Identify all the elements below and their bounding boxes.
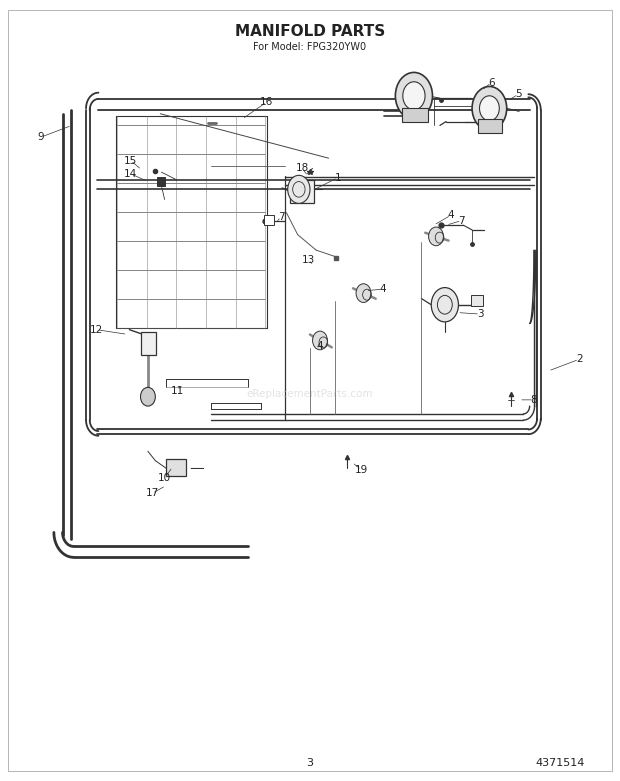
FancyBboxPatch shape <box>167 459 186 476</box>
Text: 4371514: 4371514 <box>536 758 585 769</box>
Text: 4: 4 <box>316 341 322 351</box>
FancyBboxPatch shape <box>157 177 165 186</box>
Text: 15: 15 <box>124 155 137 166</box>
Text: 3: 3 <box>477 309 484 319</box>
Text: 6: 6 <box>488 77 495 87</box>
Text: 10: 10 <box>158 473 171 483</box>
Text: 16: 16 <box>260 97 273 107</box>
Text: 18: 18 <box>295 163 309 173</box>
Text: 4: 4 <box>448 210 454 220</box>
Text: 7: 7 <box>458 216 465 226</box>
Text: 17: 17 <box>146 488 159 498</box>
Text: For Model: FPG320YW0: For Model: FPG320YW0 <box>254 42 366 52</box>
FancyBboxPatch shape <box>290 180 314 203</box>
FancyBboxPatch shape <box>402 108 428 122</box>
Text: 1: 1 <box>335 173 341 183</box>
FancyBboxPatch shape <box>264 215 273 225</box>
Circle shape <box>288 175 310 203</box>
Text: 3: 3 <box>306 758 314 769</box>
Circle shape <box>312 331 327 350</box>
Text: 2: 2 <box>576 355 582 364</box>
FancyBboxPatch shape <box>478 119 502 134</box>
Text: 7: 7 <box>278 212 284 222</box>
Text: 19: 19 <box>355 465 368 475</box>
FancyBboxPatch shape <box>471 294 483 306</box>
Text: 4: 4 <box>379 284 386 294</box>
Circle shape <box>479 96 499 121</box>
Text: 14: 14 <box>124 169 137 179</box>
Text: 8: 8 <box>531 395 538 405</box>
Text: 12: 12 <box>90 325 103 335</box>
Circle shape <box>356 284 371 302</box>
Circle shape <box>428 227 443 246</box>
Circle shape <box>141 387 156 406</box>
Text: 13: 13 <box>302 255 316 265</box>
Circle shape <box>432 287 458 322</box>
Circle shape <box>472 87 507 130</box>
Circle shape <box>403 82 425 110</box>
FancyBboxPatch shape <box>141 332 156 355</box>
Text: 5: 5 <box>515 89 522 99</box>
Text: 11: 11 <box>170 386 184 395</box>
Text: 9: 9 <box>38 132 44 142</box>
Text: eReplacementParts.com: eReplacementParts.com <box>247 390 373 399</box>
Text: MANIFOLD PARTS: MANIFOLD PARTS <box>235 24 385 39</box>
Circle shape <box>396 73 433 119</box>
